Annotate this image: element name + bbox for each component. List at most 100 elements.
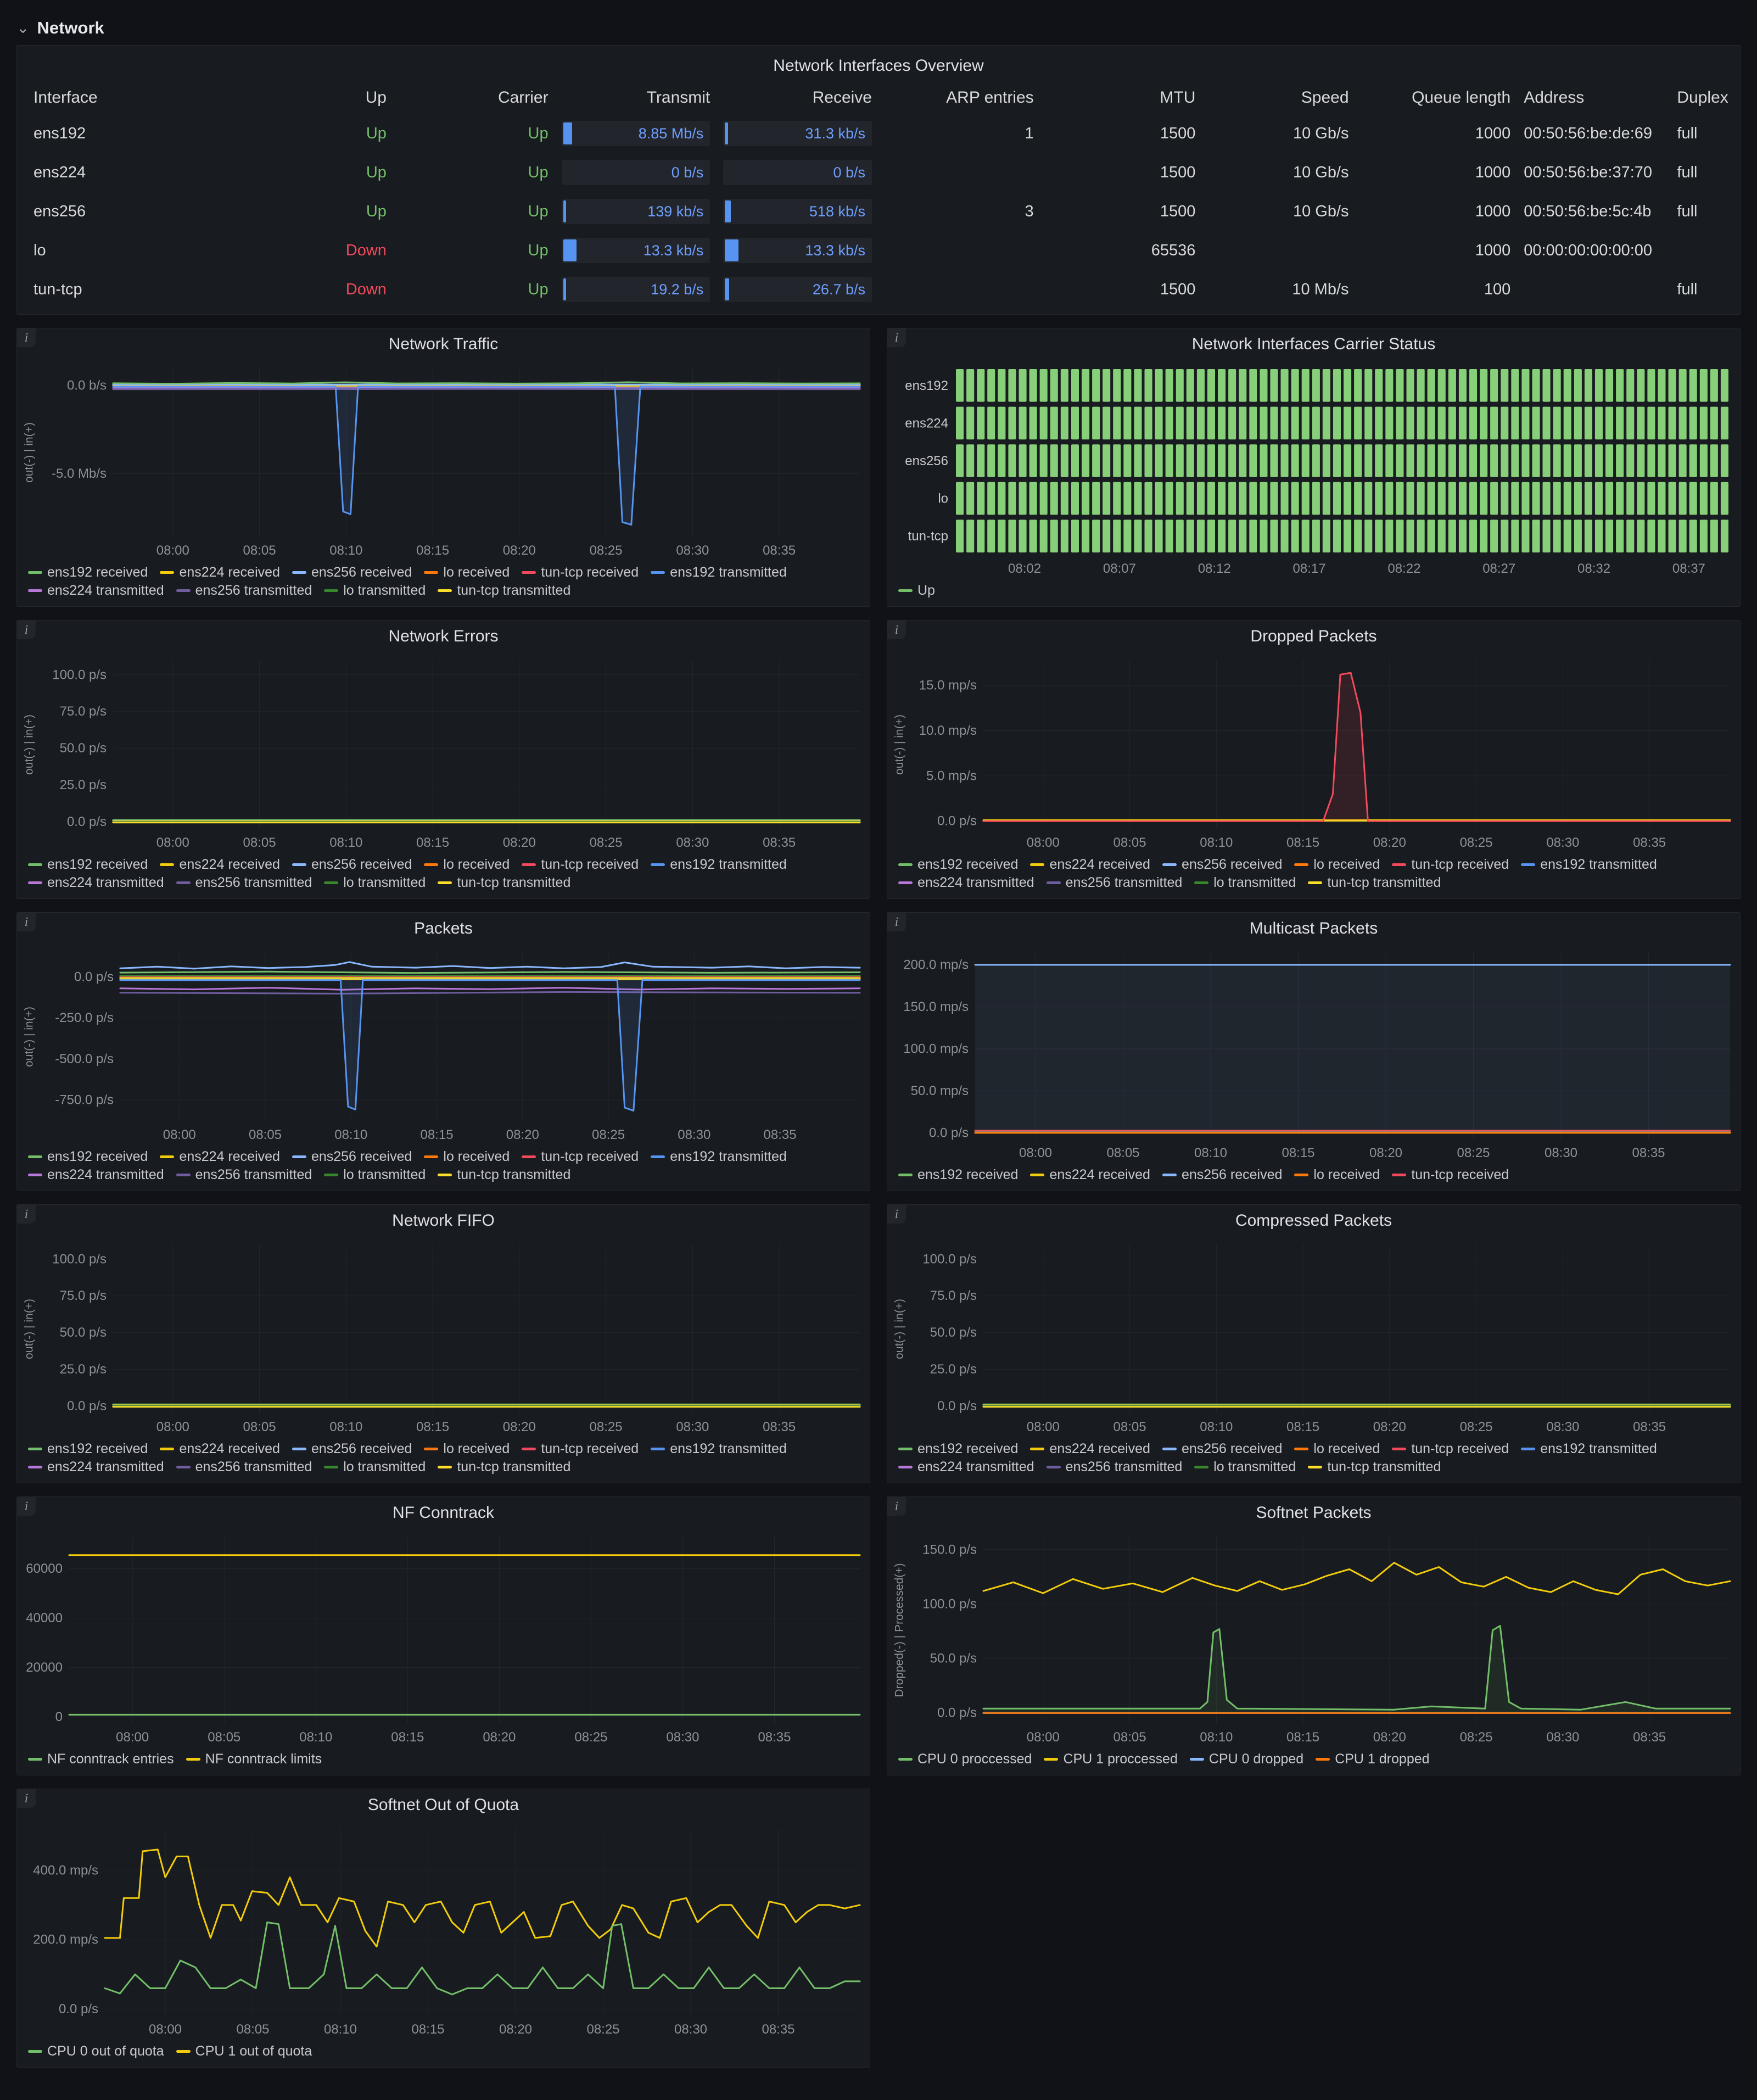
legend-item-ens256-transmitted[interactable]: ens256 transmitted [176,583,312,599]
chart-canvas-network-fifo[interactable]: 08:00 08:05 08:10 08:15 08:20 08:25 08:30 08:35… [17,1237,870,1438]
legend-item-cpu-1-proccessed[interactable]: CPU 1 proccessed [1044,1751,1178,1767]
legend-item-ens192-transmitted[interactable]: ens192 transmitted [651,1149,787,1165]
chart-canvas-network-errors[interactable]: 08:00 08:05 08:10 08:15 08:20 08:25 08:30 08:35… [17,652,870,853]
panel-info-icon[interactable]: i [17,1497,36,1516]
column-header-receive[interactable]: Receive [812,88,872,107]
column-header-transmit[interactable]: Transmit [646,88,710,107]
legend-item-lo-transmitted[interactable]: lo transmitted [324,1459,426,1475]
legend-item-lo-transmitted[interactable]: lo transmitted [324,1167,426,1183]
legend-item-ens192-received[interactable]: ens192 received [28,857,148,873]
legend-item-ens224-received[interactable]: ens224 received [1030,857,1150,873]
legend-item-ens192-transmitted[interactable]: ens192 transmitted [651,565,787,580]
legend-item-cpu-1-out-of-quota[interactable]: CPU 1 out of quota [176,2043,312,2059]
legend-item-ens224-transmitted[interactable]: ens224 transmitted [28,1459,164,1475]
panel-info-icon[interactable]: i [887,328,906,347]
legend-item-tun-tcp-received[interactable]: tun-tcp received [522,857,639,873]
panel-info-icon[interactable]: i [17,328,36,347]
legend-item-cpu-0-proccessed[interactable]: CPU 0 proccessed [898,1751,1032,1767]
column-header-speed[interactable]: Speed [1301,88,1349,107]
legend-item-ens256-transmitted[interactable]: ens256 transmitted [1046,1459,1182,1475]
panel-title-overview[interactable]: Network Interfaces Overview [773,57,984,75]
panel-info-icon[interactable]: i [887,1205,906,1224]
chart-network-errors[interactable]: 08:00 08:05 08:10 08:15 08:20 08:25 08:30 08:35… [17,652,870,853]
legend-item-cpu-0-dropped[interactable]: CPU 0 dropped [1189,1751,1303,1767]
legend-item-ens256-received[interactable]: ens256 received [1162,857,1282,873]
panel-title-carrier-status[interactable]: Network Interfaces Carrier Status [1191,335,1436,353]
column-header-arp-entries[interactable]: ARP entries [946,88,1034,107]
legend-item-tun-tcp-received[interactable]: tun-tcp received [1392,1167,1509,1183]
legend-item-lo-received[interactable]: lo received [1294,1167,1380,1183]
chart-multicast-packets[interactable]: 08:00 08:05 08:10 08:15 08:20 08:25 08:30 08:35… [887,945,1740,1164]
panel-title-nf-conntrack[interactable]: NF Conntrack [392,1504,495,1522]
legend-item-ens256-transmitted[interactable]: ens256 transmitted [176,875,312,891]
chart-canvas-packets[interactable]: 08:00 08:05 08:10 08:15 08:20 08:25 08:30 08:35… [17,945,870,1146]
legend-item-cpu-0-out-of-quota[interactable]: CPU 0 out of quota [28,2043,164,2059]
chart-canvas-nf-conntrack[interactable]: 08:00 08:05 08:10 08:15 08:20 08:25 08:30 08:35… [17,1529,870,1748]
legend-item-ens256-transmitted[interactable]: ens256 transmitted [1046,875,1182,891]
legend-item-ens192-transmitted[interactable]: ens192 transmitted [651,1441,787,1457]
legend-item-ens224-received[interactable]: ens224 received [1030,1167,1150,1183]
legend-item-ens256-transmitted[interactable]: ens256 transmitted [176,1167,312,1183]
legend-item-ens224-transmitted[interactable]: ens224 transmitted [898,875,1034,891]
legend-item-ens224-received[interactable]: ens224 received [160,565,280,580]
legend-item-ens192-transmitted[interactable]: ens192 transmitted [1521,857,1657,873]
chart-canvas-compressed-packets[interactable]: 08:00 08:05 08:10 08:15 08:20 08:25 08:30 08:35… [887,1237,1740,1438]
panel-info-icon[interactable]: i [887,621,906,639]
panel-title-multicast-packets[interactable]: Multicast Packets [1249,919,1378,937]
panel-info-icon[interactable]: i [17,1205,36,1224]
chart-canvas-softnet-out-of-quota[interactable]: 08:00 08:05 08:10 08:15 08:20 08:25 08:30 08:35… [17,1821,870,2040]
legend-item-ens224-received[interactable]: ens224 received [160,1441,280,1457]
legend-item-tun-tcp-received[interactable]: tun-tcp received [522,565,639,580]
panel-info-icon[interactable]: i [17,1789,36,1808]
legend-item-ens256-received[interactable]: ens256 received [1162,1441,1282,1457]
column-header-interface[interactable]: Interface [33,88,98,107]
panel-title-packets[interactable]: Packets [414,919,473,937]
column-header-address[interactable]: Address [1524,88,1585,107]
chart-canvas-carrier-status[interactable]: ens192 ens224 ens256 lo tun-tcp 08:02 08:07 08:… [887,360,1740,579]
panel-title-softnet-out-of-quota[interactable]: Softnet Out of Quota [367,1796,519,1814]
chart-carrier-status[interactable]: ens192 ens224 ens256 lo tun-tcp 08:02 08:07 08:… [887,360,1740,579]
legend-item-ens224-received[interactable]: ens224 received [160,1149,280,1165]
legend-item-ens224-received[interactable]: ens224 received [160,857,280,873]
chart-canvas-network-traffic[interactable]: 08:00 08:05 08:10 08:15 08:20 08:25 08:30 08:35… [17,360,870,561]
legend-item-ens192-received[interactable]: ens192 received [898,1167,1018,1183]
panel-info-icon[interactable]: i [17,913,36,931]
legend-item-ens224-received[interactable]: ens224 received [1030,1441,1150,1457]
chart-network-traffic[interactable]: 08:00 08:05 08:10 08:15 08:20 08:25 08:30 08:35… [17,360,870,561]
legend-item-lo-received[interactable]: lo received [424,1149,510,1165]
column-header-up[interactable]: Up [365,88,387,107]
legend-item-lo-transmitted[interactable]: lo transmitted [1194,875,1296,891]
chart-canvas-multicast-packets[interactable]: 08:00 08:05 08:10 08:15 08:20 08:25 08:30 08:35… [887,945,1740,1164]
chart-dropped-packets[interactable]: 08:00 08:05 08:10 08:15 08:20 08:25 08:30 08:35… [887,652,1740,853]
legend-item-ens256-received[interactable]: ens256 received [1162,1167,1282,1183]
chart-packets[interactable]: 08:00 08:05 08:10 08:15 08:20 08:25 08:30 08:35… [17,945,870,1146]
legend-item-lo-received[interactable]: lo received [424,857,510,873]
legend-item-ens192-received[interactable]: ens192 received [28,565,148,580]
legend-item-ens224-transmitted[interactable]: ens224 transmitted [28,875,164,891]
column-header-mtu[interactable]: MTU [1160,88,1196,107]
chart-compressed-packets[interactable]: 08:00 08:05 08:10 08:15 08:20 08:25 08:30 08:35… [887,1237,1740,1438]
column-header-duplex[interactable]: Duplex [1677,88,1728,107]
legend-item-ens256-received[interactable]: ens256 received [292,1441,412,1457]
legend-item-lo-received[interactable]: lo received [424,565,510,580]
legend-item-tun-tcp-transmitted[interactable]: tun-tcp transmitted [1308,875,1441,891]
legend-item-ens256-received[interactable]: ens256 received [292,857,412,873]
legend-item-lo-transmitted[interactable]: lo transmitted [324,583,426,599]
legend-item-ens224-transmitted[interactable]: ens224 transmitted [898,1459,1034,1475]
legend-item-ens256-received[interactable]: ens256 received [292,1149,412,1165]
panel-title-compressed-packets[interactable]: Compressed Packets [1235,1211,1392,1230]
chart-softnet-packets[interactable]: 08:00 08:05 08:10 08:15 08:20 08:25 08:30 08:35… [887,1529,1740,1748]
legend-item-ens224-transmitted[interactable]: ens224 transmitted [28,1167,164,1183]
legend-item-ens192-transmitted[interactable]: ens192 transmitted [651,857,787,873]
legend-item-tun-tcp-transmitted[interactable]: tun-tcp transmitted [1308,1459,1441,1475]
panel-title-network-errors[interactable]: Network Errors [388,627,499,645]
panel-title-dropped-packets[interactable]: Dropped Packets [1250,627,1377,645]
legend-item-lo-transmitted[interactable]: lo transmitted [1194,1459,1296,1475]
column-header-carrier[interactable]: Carrier [497,88,549,107]
legend-item-tun-tcp-received[interactable]: tun-tcp received [522,1149,639,1165]
legend-item-lo-received[interactable]: lo received [1294,1441,1380,1457]
panel-title-network-traffic[interactable]: Network Traffic [388,335,499,353]
legend-item-tun-tcp-received[interactable]: tun-tcp received [1392,1441,1509,1457]
panel-info-icon[interactable]: i [887,1497,906,1516]
legend-item-tun-tcp-transmitted[interactable]: tun-tcp transmitted [438,875,570,891]
